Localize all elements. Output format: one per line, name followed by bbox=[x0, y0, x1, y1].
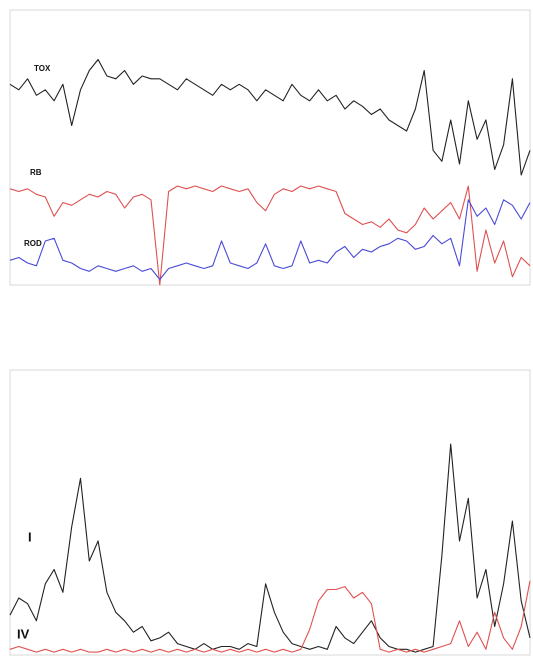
plot-frame bbox=[9, 369, 531, 656]
data-line bbox=[9, 580, 531, 653]
data-line bbox=[9, 199, 531, 281]
series-label: ROD bbox=[24, 239, 42, 248]
data-line bbox=[9, 58, 531, 176]
series-label: IV bbox=[17, 626, 30, 641]
data-line bbox=[9, 443, 531, 653]
data-line bbox=[9, 185, 531, 286]
series-label: TOX bbox=[34, 64, 51, 73]
plot-frame bbox=[9, 9, 531, 286]
series-label: I bbox=[28, 529, 32, 544]
series-label: RB bbox=[30, 168, 42, 177]
